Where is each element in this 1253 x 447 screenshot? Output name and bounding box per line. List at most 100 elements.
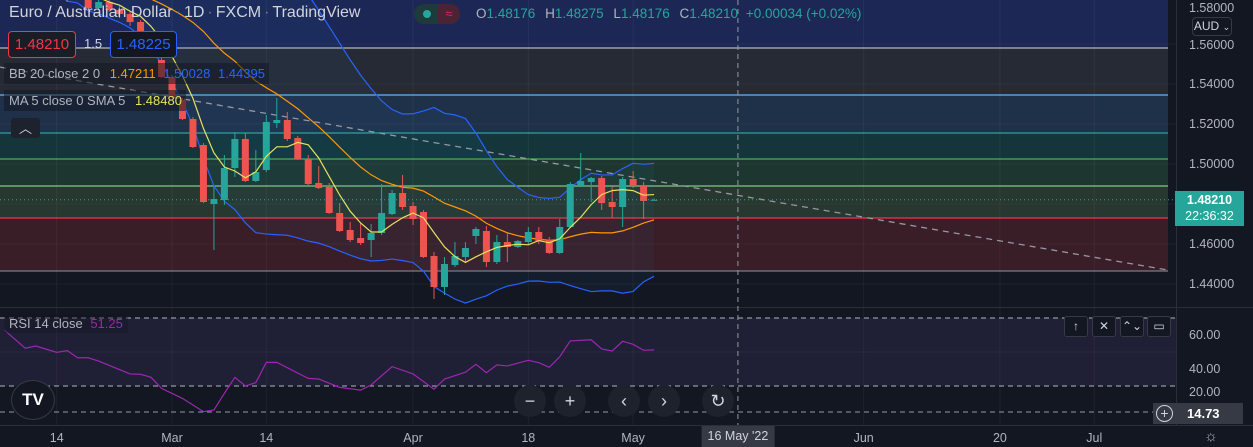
plus-circle-icon[interactable]: +	[1156, 405, 1173, 422]
candle-body	[535, 232, 542, 241]
time-label: Mar	[161, 431, 183, 445]
price-label: 1.46000	[1189, 237, 1234, 251]
currency-selector[interactable]: AUD ⌄	[1192, 17, 1232, 36]
rsi-label: RSI 14 close	[9, 316, 83, 331]
currency-label: AUD	[1194, 19, 1219, 33]
candle-body	[567, 184, 574, 227]
low-label: L	[613, 6, 621, 21]
candle-body	[472, 229, 479, 236]
open-value: 1.48176	[487, 6, 536, 21]
candle-body	[630, 179, 637, 186]
candle-body	[273, 120, 280, 123]
candle	[326, 183, 333, 214]
collapse-icon: ⌃⌄	[1122, 319, 1142, 333]
time-label: May	[621, 431, 645, 445]
low-value: 1.48176	[621, 6, 670, 21]
gear-icon[interactable]: ☼	[1204, 428, 1218, 445]
collapse-pane-button[interactable]: ⌃⌄	[1120, 316, 1144, 337]
current-price: 1.48210	[1175, 192, 1244, 208]
interval[interactable]: 1D	[184, 4, 204, 21]
candle-body	[598, 178, 605, 203]
candle-body	[389, 193, 396, 214]
close-icon: ✕	[1099, 319, 1109, 333]
candle	[294, 136, 301, 160]
candle-body	[326, 187, 333, 213]
reset-chart-button[interactable]: ↻	[702, 385, 734, 417]
chevron-down-icon: ⌄	[1223, 22, 1231, 32]
candle	[189, 117, 196, 148]
scroll-left-button[interactable]: ‹	[608, 385, 640, 417]
market-status[interactable]: ≈	[414, 4, 460, 24]
candle-body	[315, 183, 322, 188]
candle-body	[431, 256, 438, 287]
zoom-out-button[interactable]: −	[514, 385, 546, 417]
buy-button[interactable]: 1.48225	[110, 31, 177, 58]
time-label: 18	[521, 431, 535, 445]
candle	[200, 143, 207, 203]
fib-band	[0, 133, 1168, 159]
time-label: Jun	[854, 431, 874, 445]
crosshair-value: 14.73	[1187, 406, 1220, 421]
candle-body	[619, 179, 626, 207]
rsi-value: 51.25	[90, 316, 123, 331]
rsi-label: 40.00	[1189, 362, 1220, 376]
candle-body	[483, 231, 490, 262]
candle-body	[525, 232, 532, 242]
candle-body	[294, 138, 301, 159]
market-open-dot-icon	[423, 10, 431, 18]
candle-body	[221, 168, 228, 200]
rsi-legend[interactable]: RSI 14 close 51.25	[4, 314, 128, 333]
candle-body	[441, 264, 448, 287]
scroll-right-button[interactable]: ›	[648, 385, 680, 417]
candle-body	[336, 213, 343, 231]
ohlc-legend: O1.48176 H1.48275 L1.48176 C1.48210 +0.0…	[470, 6, 861, 21]
candle-body	[263, 122, 270, 170]
candle-body	[200, 145, 207, 202]
spread: 1.5	[84, 36, 102, 51]
ma-value: 1.48480	[135, 93, 182, 108]
tradingview-logo[interactable]: TV	[11, 380, 55, 420]
candle-body	[588, 178, 595, 182]
symbol-name: Euro / Australian Dollar	[9, 4, 173, 21]
plus-icon: +	[565, 391, 576, 411]
price-label: 1.56000	[1189, 38, 1234, 52]
candle-body	[189, 119, 196, 147]
time-label: 20	[993, 431, 1007, 445]
candle-body	[305, 159, 312, 184]
collapse-legend-button[interactable]: ︿	[11, 118, 40, 138]
sell-button[interactable]: 1.48210	[8, 31, 76, 58]
candle-body	[242, 139, 249, 181]
crosshair-date-label: 16 May '22	[702, 426, 775, 447]
ma-legend[interactable]: MA 5 close 0 SMA 5 1.48480	[4, 90, 186, 111]
high-value: 1.48275	[555, 6, 604, 21]
exchange: FXCM	[216, 4, 261, 21]
candle	[389, 190, 396, 215]
candle-body	[357, 238, 364, 243]
bar-countdown: 22:36:32	[1175, 208, 1244, 224]
price-label: 1.52000	[1189, 117, 1234, 131]
candle-body	[462, 248, 469, 257]
move-pane-up-button[interactable]: ↑	[1064, 316, 1088, 337]
zoom-in-button[interactable]: +	[554, 385, 586, 417]
chart-title[interactable]: Euro / Australian Dollar·1D·FXCM·Trading…	[9, 4, 360, 22]
candle-body	[493, 242, 500, 262]
chevron-right-icon: ›	[661, 391, 667, 411]
current-price-label: 1.48210 22:36:32	[1175, 191, 1244, 226]
crosshair-value-label: + 14.73	[1153, 403, 1243, 424]
chevron-left-icon: ‹	[621, 391, 627, 411]
price-label: 1.50000	[1189, 157, 1234, 171]
maximize-icon: ▭	[1153, 319, 1164, 333]
bb-legend[interactable]: BB 20 close 2 0 1.47211 1.50028 1.44395	[4, 63, 269, 84]
maximize-pane-button[interactable]: ▭	[1147, 316, 1171, 337]
delete-pane-button[interactable]: ✕	[1092, 316, 1116, 337]
rsi-label: 20.00	[1189, 385, 1220, 399]
open-label: O	[476, 6, 487, 21]
candle-body	[231, 139, 238, 168]
candle	[305, 155, 312, 185]
high-label: H	[545, 6, 555, 21]
candle	[431, 252, 438, 299]
change-value: +0.00034 (+0.02%)	[746, 6, 862, 21]
replay-wave-icon: ≈	[438, 4, 460, 24]
time-label: Apr	[403, 431, 422, 445]
